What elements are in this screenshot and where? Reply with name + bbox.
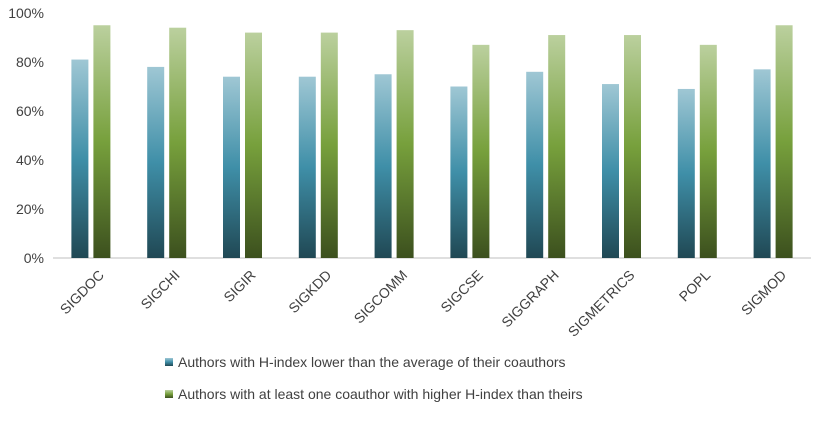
bar [472, 44, 490, 258]
x-tick-label: SIGMETRICS [565, 267, 638, 340]
y-tick-label: 100% [8, 5, 44, 21]
bar [374, 74, 392, 258]
bar [526, 71, 544, 258]
bar [298, 76, 316, 258]
bar [699, 44, 717, 258]
bar [396, 30, 414, 259]
bar [245, 32, 262, 258]
y-tick-label: 60% [16, 103, 44, 119]
x-tick-label: SIGCOMM [351, 267, 411, 327]
y-tick-label: 40% [16, 152, 44, 168]
y-tick-label: 20% [16, 201, 44, 217]
x-tick-label: SIGGRAPH [498, 267, 562, 331]
bar [320, 32, 338, 258]
bar [71, 59, 89, 258]
bar [775, 25, 793, 258]
x-tick-label: SIGIR [220, 267, 258, 305]
y-tick-label: 0% [24, 250, 44, 266]
bar [223, 76, 240, 258]
y-tick-label: 80% [16, 54, 44, 70]
bar [753, 69, 771, 258]
bar [677, 88, 695, 258]
legend-swatch [165, 358, 173, 366]
legend-swatch [165, 390, 173, 398]
legend-label: Authors with at least one coauthor with … [178, 386, 583, 402]
bar [147, 66, 165, 259]
x-tick-label: SIGDOC [57, 267, 107, 317]
x-tick-label: POPL [676, 267, 714, 305]
bar [548, 35, 566, 258]
bar [450, 86, 468, 258]
bar [602, 84, 619, 258]
bar [169, 27, 187, 259]
x-tick-label: SIGCHI [137, 267, 182, 312]
x-tick-label: SIGKDD [285, 267, 334, 316]
bar [93, 25, 111, 258]
bar [624, 35, 641, 258]
x-tick-label: SIGCSE [437, 267, 486, 316]
legend-label: Authors with H-index lower than the aver… [178, 354, 566, 370]
x-tick-label: SIGMOD [738, 267, 789, 318]
